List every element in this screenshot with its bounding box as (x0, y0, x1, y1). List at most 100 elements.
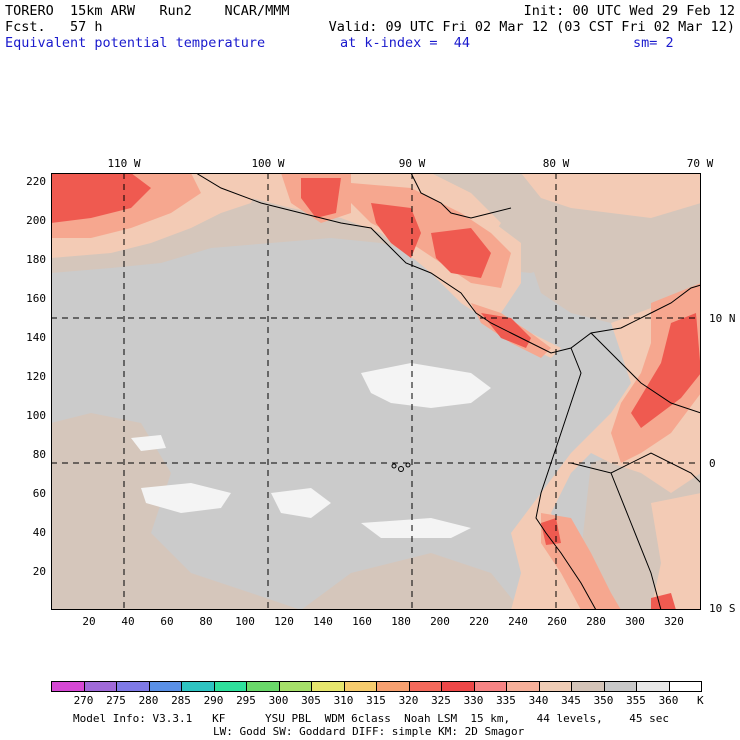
colorbar-label: 300 (268, 694, 289, 707)
colorbar-label: 330 (463, 694, 484, 707)
header-field-name: Equivalent potential temperature (5, 35, 266, 51)
equivalent-potential-temperature-map (51, 173, 701, 610)
lon-label-70w: 70 W (686, 157, 714, 170)
colorbar-swatch (668, 681, 702, 692)
tan-region-east (521, 203, 701, 323)
colorbar-swatch (538, 681, 572, 692)
colorbar-label: 305 (301, 694, 321, 707)
lat-label-0: 0 (709, 457, 716, 470)
x-tick-label: 320 (664, 615, 684, 628)
x-tick-label: 80 (199, 615, 213, 628)
colorbar-swatch (278, 681, 312, 692)
colorbar-swatch (473, 681, 507, 692)
colorbar-swatch (571, 681, 605, 692)
colorbar-label: 315 (366, 694, 386, 707)
peach-region-northeast (521, 173, 701, 218)
footer-physics-info: LW: Godd SW: Goddard DIFF: simple KM: 2D… (213, 725, 525, 738)
colorbar-label: 295 (236, 694, 256, 707)
red-region-mexico (301, 178, 341, 218)
colorbar-swatch (311, 681, 345, 692)
y-tick-label: 220 (26, 175, 46, 188)
white-patch-south-2 (271, 488, 331, 518)
x-tick-label: 140 (313, 615, 333, 628)
colorbar-swatch (441, 681, 475, 692)
colorbar-label: 360 (658, 694, 679, 707)
colorbar-label: 280 (138, 694, 159, 707)
colorbar-unit: K (697, 694, 704, 707)
lat-label-10s: 10 S (709, 602, 736, 615)
lat-label-10n: 10 N (709, 312, 736, 325)
map-frame (51, 173, 701, 610)
header-forecast-hour: Fcst. 57 h (5, 19, 103, 35)
colorbar-swatch (181, 681, 215, 692)
y-tick-label: 180 (26, 253, 46, 266)
y-tick-label: 100 (26, 409, 46, 422)
colorbar-label: 290 (203, 694, 224, 707)
y-tick-label: 160 (26, 292, 46, 305)
colorbar-swatch (603, 681, 637, 692)
x-tick-label: 60 (160, 615, 174, 628)
y-tick-label: 200 (26, 214, 46, 227)
x-tick-label: 300 (625, 615, 645, 628)
colorbar-swatch (51, 681, 85, 692)
header-level: at k-index = 44 (340, 35, 471, 51)
tan-region-south (301, 553, 521, 610)
red-region-guatemala (371, 203, 421, 258)
lon-label-100w: 100 W (251, 157, 285, 170)
colorbar-label: 335 (496, 694, 516, 707)
white-patch-south-3 (361, 518, 471, 538)
y-tick-label: 40 (32, 526, 46, 539)
y-tick-label: 120 (26, 370, 46, 383)
x-tick-label: 160 (352, 615, 372, 628)
salmon-region-peru (541, 513, 621, 610)
colorbar-swatch (83, 681, 117, 692)
tan-region-southwest (51, 413, 301, 610)
x-tick-label: 220 (469, 615, 489, 628)
colorbar-swatch (376, 681, 410, 692)
coastline-gulf (410, 173, 512, 219)
header-valid-time: Valid: 09 UTC Fri 02 Mar 12 (03 CST Fri … (328, 19, 735, 35)
x-tick-label: 100 (235, 615, 255, 628)
lon-label-90w: 90 W (398, 157, 426, 170)
colorbar-label: 275 (106, 694, 126, 707)
y-tick-label: 60 (32, 487, 46, 500)
red-region-honduras (431, 228, 491, 278)
x-tick-label: 40 (121, 615, 135, 628)
colorbar-swatch (636, 681, 670, 692)
colorbar-swatch (343, 681, 377, 692)
graticule (51, 173, 701, 610)
y-tick-label: 20 (32, 565, 46, 578)
colorbar-label: 310 (333, 694, 354, 707)
x-tick-label: 180 (391, 615, 411, 628)
colorbar-label: 340 (528, 694, 549, 707)
colorbar-swatch (213, 681, 247, 692)
red-region-colombia (631, 313, 701, 428)
border-colombia (590, 332, 701, 414)
colorbar-label: 270 (73, 694, 94, 707)
white-patch-south-1 (141, 483, 231, 513)
x-tick-label: 240 (508, 615, 528, 628)
colorbar-swatch (408, 681, 442, 692)
x-tick-label: 280 (586, 615, 606, 628)
coastline-south-america (535, 347, 597, 610)
border-peru (610, 472, 662, 610)
lon-label-110w: 110 W (107, 157, 141, 170)
header-smoothing: sm= 2 (633, 35, 674, 51)
colorbar-label: 285 (171, 694, 191, 707)
x-tick-label: 120 (274, 615, 294, 628)
y-tick-label: 140 (26, 331, 46, 344)
colorbar-label: 355 (626, 694, 646, 707)
y-tick-label: 80 (32, 448, 46, 461)
white-patch-central (361, 363, 491, 408)
colorbar-swatch (148, 681, 182, 692)
colorbar-label: 345 (561, 694, 581, 707)
x-tick-label: 20 (82, 615, 96, 628)
colorbar-swatch (246, 681, 280, 692)
colorbar-label: 350 (593, 694, 614, 707)
red-region-northwest (51, 173, 151, 223)
white-patch-west (131, 435, 166, 451)
colorbar-label: 325 (431, 694, 451, 707)
x-tick-label: 200 (430, 615, 450, 628)
x-tick-label: 260 (547, 615, 567, 628)
peach-region-southeast (651, 493, 701, 610)
